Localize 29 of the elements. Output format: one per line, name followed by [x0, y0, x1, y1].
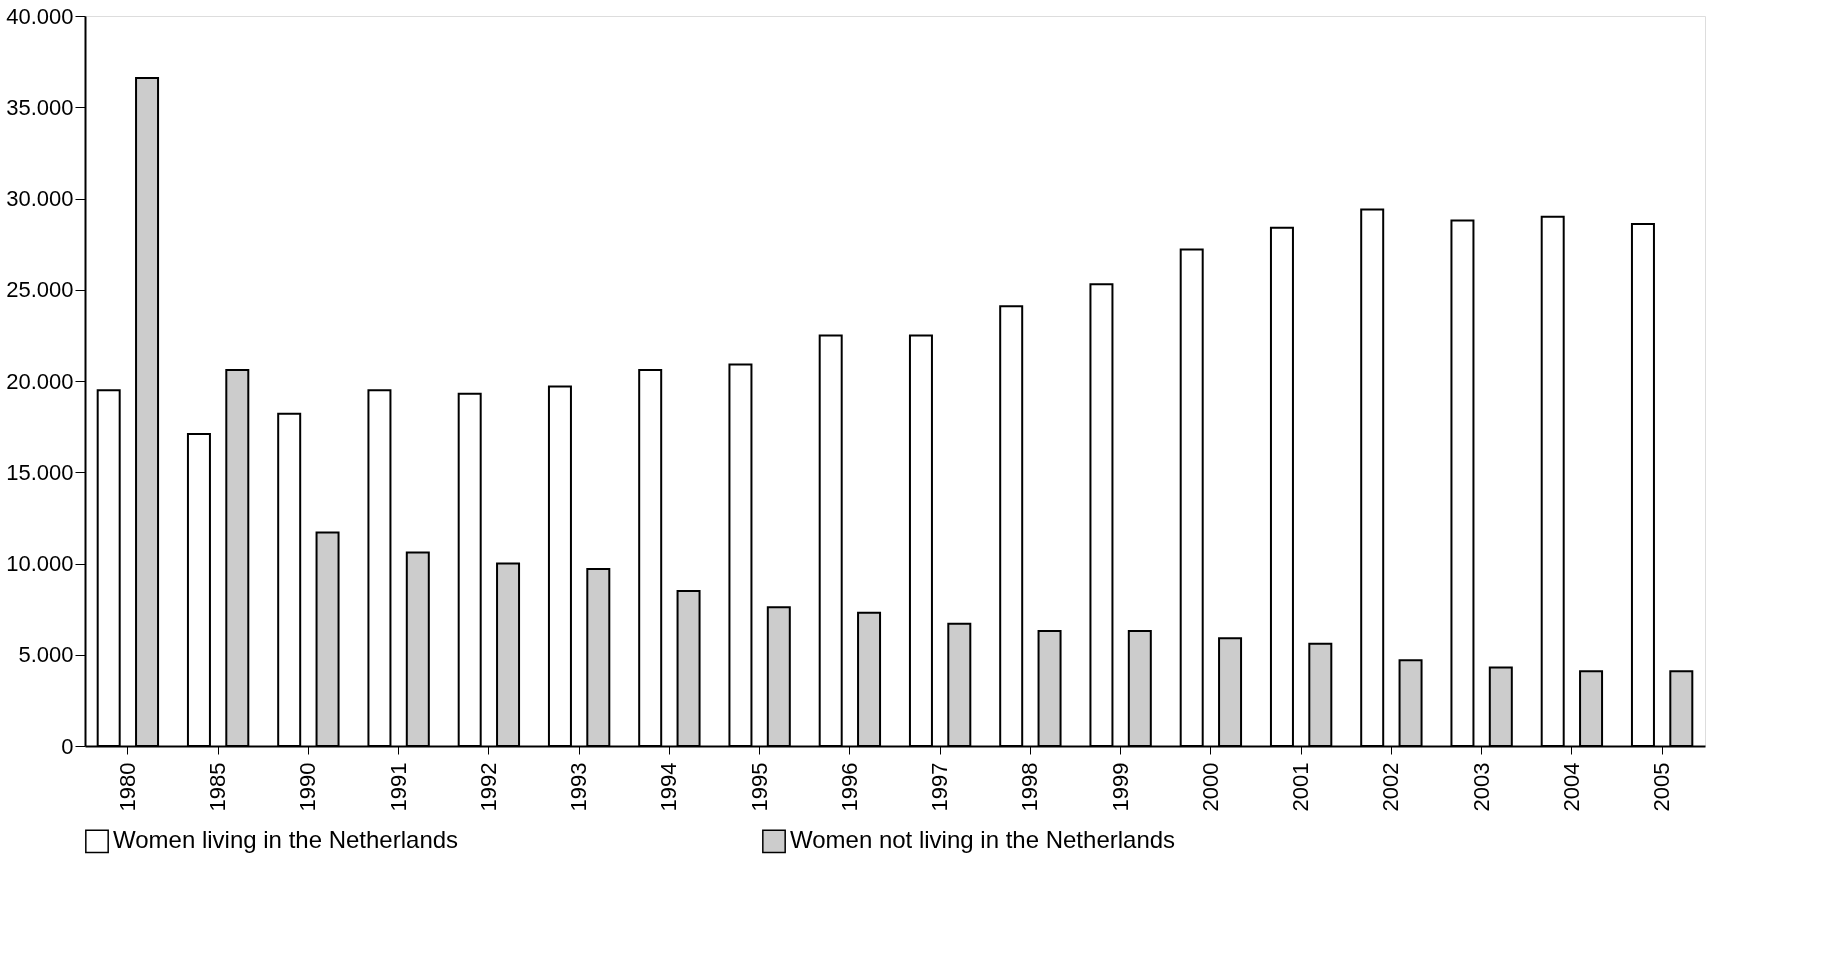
y-tick-label: 35.000	[6, 94, 74, 120]
x-tick-label: 2002	[1378, 762, 1404, 812]
y-tick-label: 20.000	[6, 368, 74, 394]
x-tick-label: 1980	[114, 762, 140, 812]
x-tick-label: 1997	[927, 762, 953, 812]
y-tick-label: 30.000	[6, 186, 74, 211]
x-tick-label: 1995	[746, 762, 772, 812]
x-tick-label: 1992	[475, 762, 501, 812]
x-tick-label: 2003	[1468, 762, 1494, 812]
x-tick-label: 2000	[1197, 762, 1223, 812]
x-tick-label: 1993	[566, 762, 592, 812]
x-tick-label: 1991	[385, 762, 411, 812]
y-tick-label: 5.000	[18, 642, 74, 668]
x-tick-label: 2005	[1649, 762, 1675, 812]
y-tick-label: 40.000	[6, 3, 74, 29]
x-tick-label: 1990	[295, 762, 321, 812]
x-tick-label: 1985	[205, 762, 231, 812]
y-tick-label: 15.000	[6, 459, 74, 485]
y-tick-label: 10.000	[6, 551, 74, 576]
legend-label: Women not living in the Netherlands	[790, 826, 1176, 854]
x-tick-label: 1999	[1107, 762, 1133, 812]
x-tick-label: 1998	[1017, 762, 1043, 812]
y-tick-label: 0	[61, 733, 74, 759]
x-tick-label: 2004	[1558, 762, 1584, 812]
x-tick-label: 1996	[836, 762, 862, 812]
x-tick-label: 2001	[1288, 762, 1314, 812]
y-tick-label: 25.000	[6, 277, 74, 303]
x-tick-label: 1994	[656, 762, 682, 812]
legend-label: Women living in the Netherlands	[113, 826, 459, 854]
